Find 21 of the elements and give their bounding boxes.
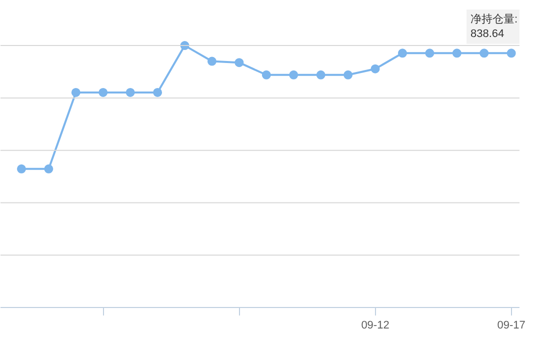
text: 净持仓量: 838.64 (470, 14, 518, 40)
point (234, 58, 244, 68)
point (44, 164, 54, 174)
point (207, 56, 216, 66)
point (425, 48, 434, 58)
point (289, 70, 298, 80)
point (262, 70, 271, 80)
point (452, 48, 462, 58)
point (98, 88, 108, 97)
point (153, 88, 162, 97)
point (344, 70, 353, 80)
point (370, 64, 380, 74)
x-tick-label: 09-17 (497, 320, 526, 332)
point (316, 70, 326, 80)
point (126, 88, 135, 97)
point (480, 48, 489, 58)
point (398, 48, 407, 58)
point (16, 164, 26, 174)
x-tick-label: 09-12 (361, 320, 390, 332)
point (506, 48, 516, 58)
point (71, 88, 80, 97)
